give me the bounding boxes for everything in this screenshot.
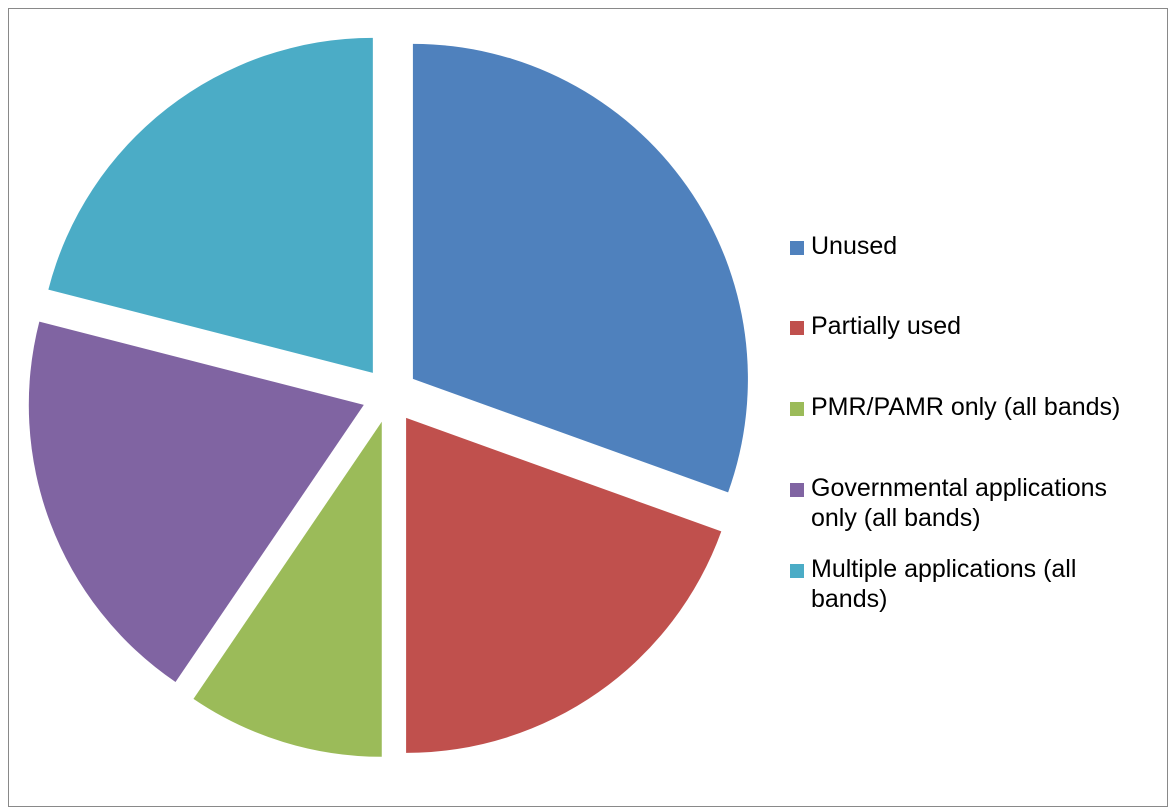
pie-chart	[28, 37, 748, 757]
legend-label-governmental: Governmental applications only (all band…	[811, 474, 1107, 532]
legend-item-unused: Unused	[790, 231, 897, 261]
legend-swatch-multiple	[790, 564, 804, 578]
legend-item-partially-used: Partially used	[790, 311, 961, 341]
slice-unused	[412, 43, 748, 493]
legend-item-pmr-pamr: PMR/PAMR only (all bands)	[790, 392, 1120, 422]
chart-frame: Unused Partially used PMR/PAMR only (all…	[8, 8, 1168, 807]
legend-swatch-unused	[790, 241, 804, 255]
legend-label-multiple: Multiple applications (all bands)	[811, 555, 1077, 613]
legend-swatch-pmr-pamr	[790, 402, 804, 416]
slice-partially-used	[406, 417, 722, 753]
legend-swatch-partially-used	[790, 321, 804, 335]
legend-item-governmental: Governmental applications only (all band…	[790, 473, 1150, 533]
slice-pmr-pamr	[193, 421, 382, 757]
legend-swatch-governmental	[790, 483, 804, 497]
legend-label-partially-used: Partially used	[811, 312, 962, 340]
legend-item-multiple: Multiple applications (all bands)	[790, 554, 1150, 614]
legend-label-unused: Unused	[811, 232, 898, 260]
legend-label-pmr-pamr: PMR/PAMR only (all bands)	[811, 393, 1121, 421]
slice-governmental	[28, 321, 364, 682]
slice-multiple	[48, 37, 373, 373]
